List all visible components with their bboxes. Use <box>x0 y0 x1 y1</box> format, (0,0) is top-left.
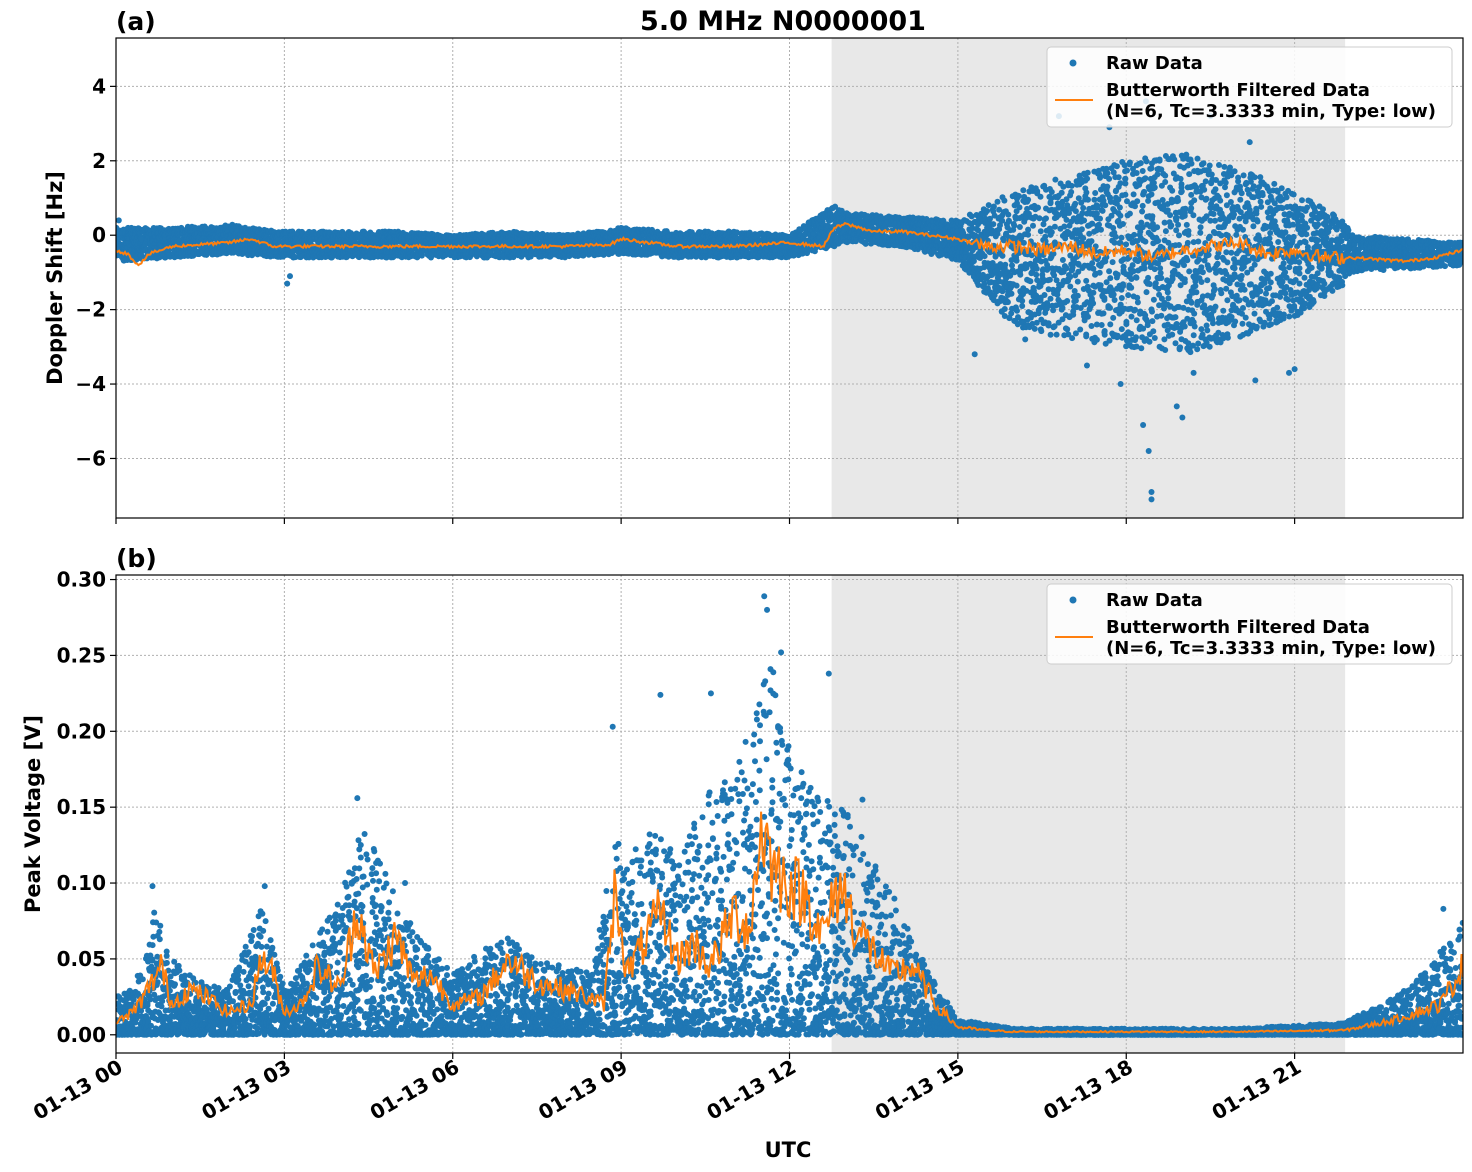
x-axis-label: UTC <box>765 1138 812 1162</box>
figure-title: 5.0 MHz N0000001 <box>640 6 926 37</box>
panel-a-label: (a) <box>116 7 156 36</box>
panel-a-ylabel: Doppler Shift [Hz] <box>43 171 67 385</box>
panel-b-label: (b) <box>116 544 157 573</box>
panel-b-ylabel: Peak Voltage [V] <box>21 715 45 913</box>
raw-data-points <box>116 151 1463 356</box>
raw-data-point <box>138 236 145 243</box>
